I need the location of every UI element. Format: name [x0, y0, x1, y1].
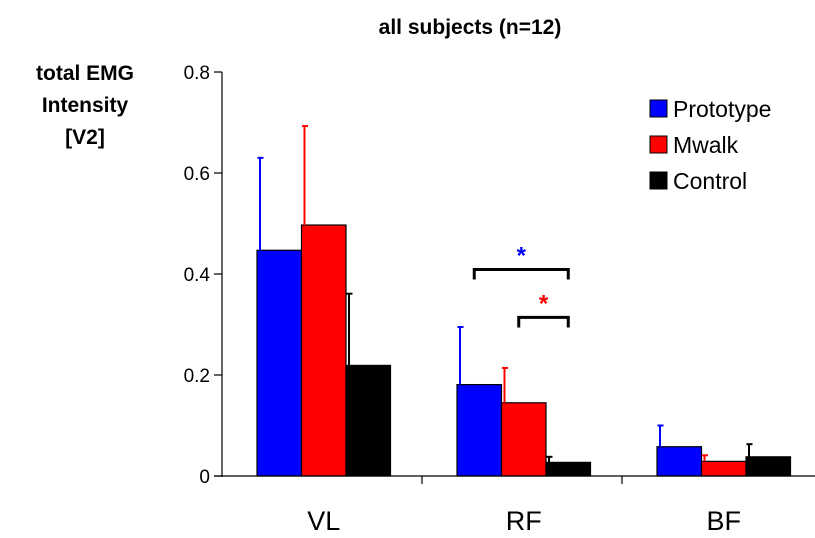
bar-mwalk-rf — [500, 402, 547, 477]
chart-title: all subjects (n=12) — [379, 16, 562, 39]
significance-star: * — [539, 290, 549, 317]
significance-bracket — [517, 315, 570, 328]
x-tick-label: VL — [307, 506, 340, 536]
legend-swatch-mwalk — [649, 135, 668, 154]
bar-prototype-vl — [256, 249, 303, 477]
legend-label-mwalk: Mwalk — [673, 132, 739, 158]
y-tick-label: 0.4 — [184, 265, 211, 286]
legend-swatch-control — [649, 171, 668, 190]
bar-mwalk-bf — [700, 460, 747, 477]
significance-bracket — [472, 267, 570, 280]
bar-control-rf — [545, 461, 592, 477]
significance-star: * — [517, 242, 527, 269]
bar-control-bf — [745, 456, 792, 477]
y-tick-label: 0 — [199, 467, 210, 488]
y-axis-label-line-2: Intensity — [42, 94, 129, 117]
x-tick-label: BF — [706, 506, 741, 536]
bar-control-vl — [345, 364, 392, 477]
bar-mwalk-vl — [300, 224, 347, 477]
legend-swatch-prototype — [649, 99, 668, 118]
axes: 0 0.2 0.4 0.6 0.8 VL RF BF — [184, 63, 815, 536]
y-axis-label-line-1: total EMG — [36, 62, 134, 85]
bar-prototype-bf — [656, 446, 703, 477]
plot-area: ** — [256, 125, 792, 477]
legend-label-control: Control — [673, 168, 747, 194]
legend-label-prototype: Prototype — [673, 96, 771, 122]
y-tick-label: 0.2 — [184, 366, 210, 387]
legend: Prototype Mwalk Control — [649, 96, 771, 194]
x-tick-label: RF — [506, 506, 542, 536]
y-axis-label-line-3: [V2] — [65, 126, 105, 149]
bar-prototype-rf — [456, 383, 503, 477]
y-tick-label: 0.8 — [184, 63, 210, 84]
y-tick-label: 0.6 — [184, 164, 210, 185]
